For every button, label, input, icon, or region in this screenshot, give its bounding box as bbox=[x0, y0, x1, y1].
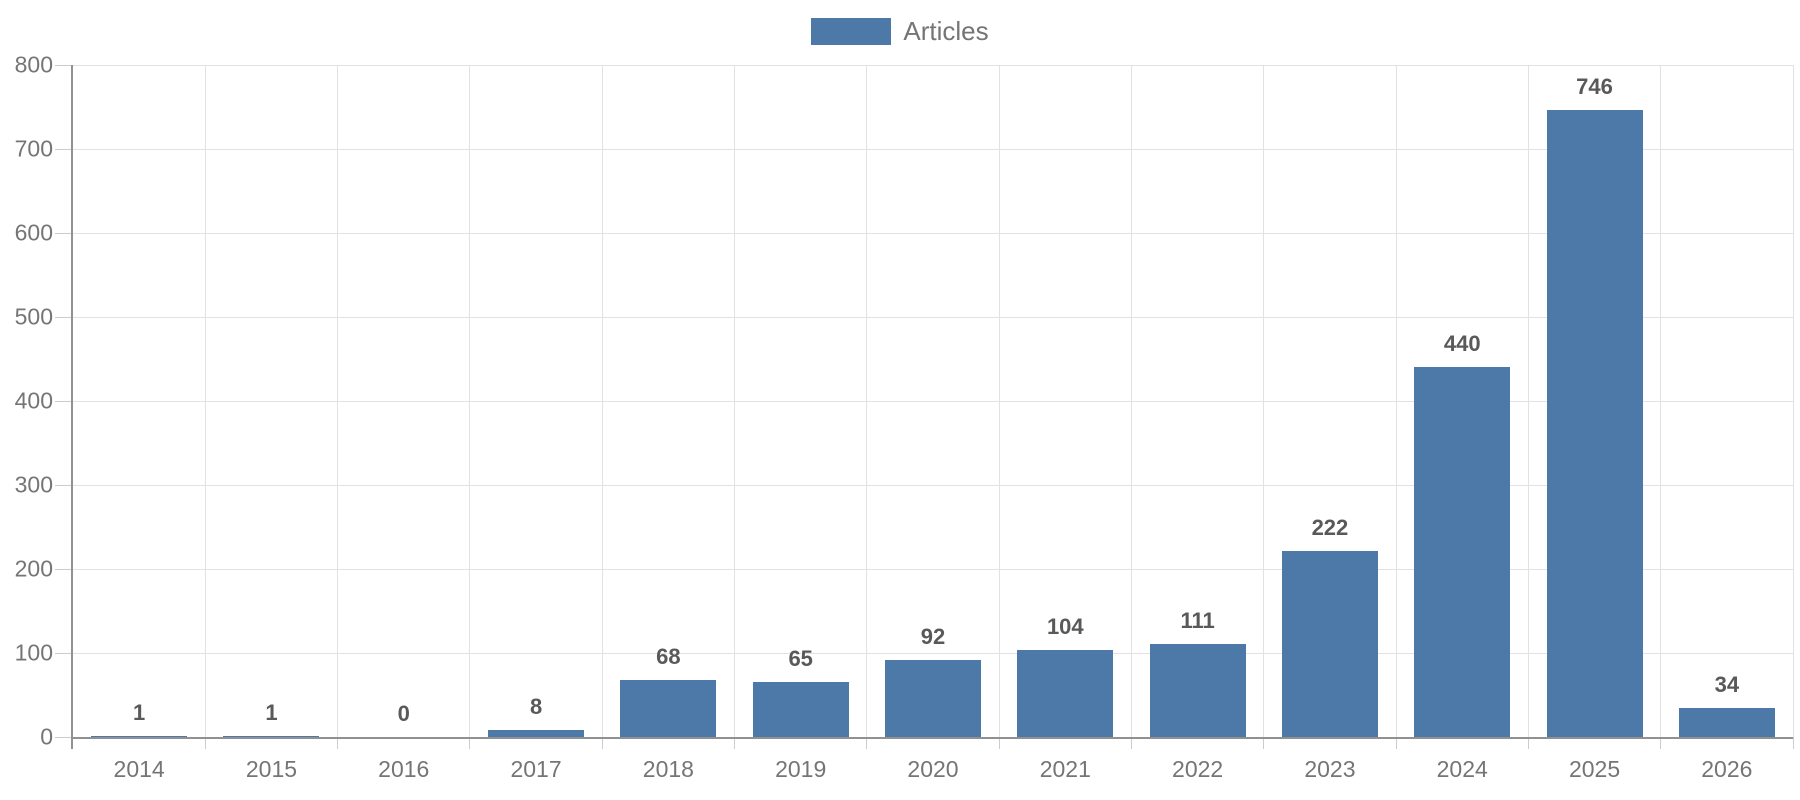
y-axis-label-0: 0 bbox=[40, 723, 53, 750]
bar-value-label-2023: 222 bbox=[1311, 515, 1349, 540]
h-gridline-200 bbox=[73, 568, 1793, 570]
y-tick-800 bbox=[55, 64, 71, 66]
x-axis-label-2024: 2024 bbox=[1436, 756, 1488, 782]
bar-value-label-2020: 92 bbox=[920, 624, 946, 649]
bar-2017 bbox=[488, 730, 585, 737]
y-axis-label-100: 100 bbox=[14, 639, 53, 666]
x-axis-label-2022: 2022 bbox=[1172, 756, 1224, 782]
bar-2026 bbox=[1678, 708, 1775, 737]
h-gridline-600 bbox=[73, 232, 1793, 234]
bar-value-label-2022: 111 bbox=[1180, 608, 1215, 633]
v-gridline-10 bbox=[1395, 65, 1397, 737]
x-axis-label-2018: 2018 bbox=[642, 756, 694, 782]
bar-2022 bbox=[1149, 644, 1246, 737]
x-axis-label-2023: 2023 bbox=[1304, 756, 1356, 782]
x-tick-12 bbox=[1660, 737, 1662, 749]
bar-value-label-2021: 104 bbox=[1046, 614, 1084, 639]
bar-2015 bbox=[223, 736, 320, 737]
y-axis-label-400: 400 bbox=[14, 387, 53, 414]
y-axis-label-300: 300 bbox=[14, 471, 53, 498]
x-tick-7 bbox=[998, 737, 1000, 749]
y-tick-0 bbox=[55, 736, 71, 738]
bar-value-label-2016: 0 bbox=[397, 701, 410, 726]
x-axis-label-2017: 2017 bbox=[510, 756, 562, 782]
x-axis-label-2015: 2015 bbox=[245, 756, 298, 782]
x-tick-2 bbox=[337, 737, 339, 749]
bar-2024 bbox=[1414, 367, 1511, 737]
y-axis-label-600: 600 bbox=[14, 219, 53, 246]
plot-area bbox=[55, 64, 1794, 749]
y-tick-200 bbox=[55, 568, 71, 570]
v-gridline-8 bbox=[1130, 65, 1132, 737]
x-tick-9 bbox=[1263, 737, 1265, 749]
x-axis-label-2019: 2019 bbox=[775, 756, 827, 782]
y-axis-label-700: 700 bbox=[14, 135, 53, 162]
bar-2025 bbox=[1546, 110, 1643, 737]
x-axis-label-2020: 2020 bbox=[907, 756, 959, 782]
y-axis-label-800: 800 bbox=[14, 51, 53, 78]
bar-value-label-2018: 68 bbox=[656, 644, 681, 669]
x-axis-label-2021: 2021 bbox=[1039, 756, 1091, 782]
y-tick-700 bbox=[55, 148, 71, 150]
x-axis-label-2025: 2025 bbox=[1568, 756, 1621, 782]
v-gridline-4 bbox=[601, 65, 603, 737]
h-gridline-500 bbox=[73, 316, 1793, 318]
v-gridline-1 bbox=[204, 65, 206, 737]
x-tick-8 bbox=[1130, 737, 1132, 749]
x-tick-4 bbox=[601, 737, 603, 749]
y-axis-label-200: 200 bbox=[14, 555, 53, 582]
legend-item-articles[interactable]: Articles bbox=[811, 16, 989, 47]
bar-2014 bbox=[91, 736, 188, 737]
bar-value-label-2026: 34 bbox=[1714, 672, 1740, 697]
y-tick-100 bbox=[55, 652, 71, 654]
x-tick-5 bbox=[734, 737, 736, 749]
v-gridline-5 bbox=[734, 65, 736, 737]
x-tick-6 bbox=[866, 737, 868, 749]
x-tick-3 bbox=[469, 737, 471, 749]
bar-value-label-2025: 746 bbox=[1576, 74, 1613, 99]
x-tick-10 bbox=[1395, 737, 1397, 749]
bar-value-label-2024: 440 bbox=[1443, 331, 1481, 356]
h-gridline-400 bbox=[73, 400, 1793, 402]
x-axis-label-2014: 2014 bbox=[113, 756, 165, 782]
bar-2019 bbox=[752, 682, 849, 737]
v-gridline-2 bbox=[337, 65, 339, 737]
x-tick-11 bbox=[1527, 737, 1529, 749]
bar-value-label-2014: 1 bbox=[133, 700, 146, 725]
y-tick-300 bbox=[55, 484, 71, 486]
x-axis-label-2016: 2016 bbox=[378, 756, 430, 782]
x-axis-line bbox=[73, 737, 1793, 739]
h-gridline-700 bbox=[73, 148, 1793, 150]
h-gridline-100 bbox=[73, 652, 1793, 654]
legend-swatch-icon bbox=[811, 18, 892, 45]
y-axis-label-500: 500 bbox=[14, 303, 53, 330]
y-axis-line bbox=[71, 65, 73, 749]
y-tick-500 bbox=[55, 316, 71, 318]
x-axis-label-2026: 2026 bbox=[1701, 756, 1753, 782]
bar-value-label-2019: 65 bbox=[788, 646, 813, 671]
y-tick-600 bbox=[55, 232, 71, 234]
bar-2018 bbox=[620, 680, 717, 737]
bar-value-label-2015: 1 bbox=[265, 700, 278, 725]
bar-2023 bbox=[1281, 551, 1378, 737]
v-gridline-9 bbox=[1263, 65, 1265, 737]
legend-label: Articles bbox=[903, 16, 989, 46]
h-gridline-300 bbox=[73, 484, 1793, 486]
x-tick-13 bbox=[1792, 737, 1794, 749]
x-tick-1 bbox=[204, 737, 206, 749]
v-gridline-7 bbox=[998, 65, 1000, 737]
v-gridline-3 bbox=[469, 65, 471, 737]
v-gridline-12 bbox=[1660, 65, 1662, 737]
bar-2020 bbox=[885, 660, 981, 737]
v-gridline-6 bbox=[866, 65, 868, 737]
v-gridline-11 bbox=[1527, 65, 1529, 737]
bar-value-label-2017: 8 bbox=[529, 694, 543, 719]
legend: Articles bbox=[0, 16, 1800, 47]
bar-2021 bbox=[1017, 650, 1114, 737]
y-tick-400 bbox=[55, 400, 71, 402]
v-gridline-13 bbox=[1792, 65, 1794, 737]
h-gridline-800 bbox=[73, 64, 1793, 66]
